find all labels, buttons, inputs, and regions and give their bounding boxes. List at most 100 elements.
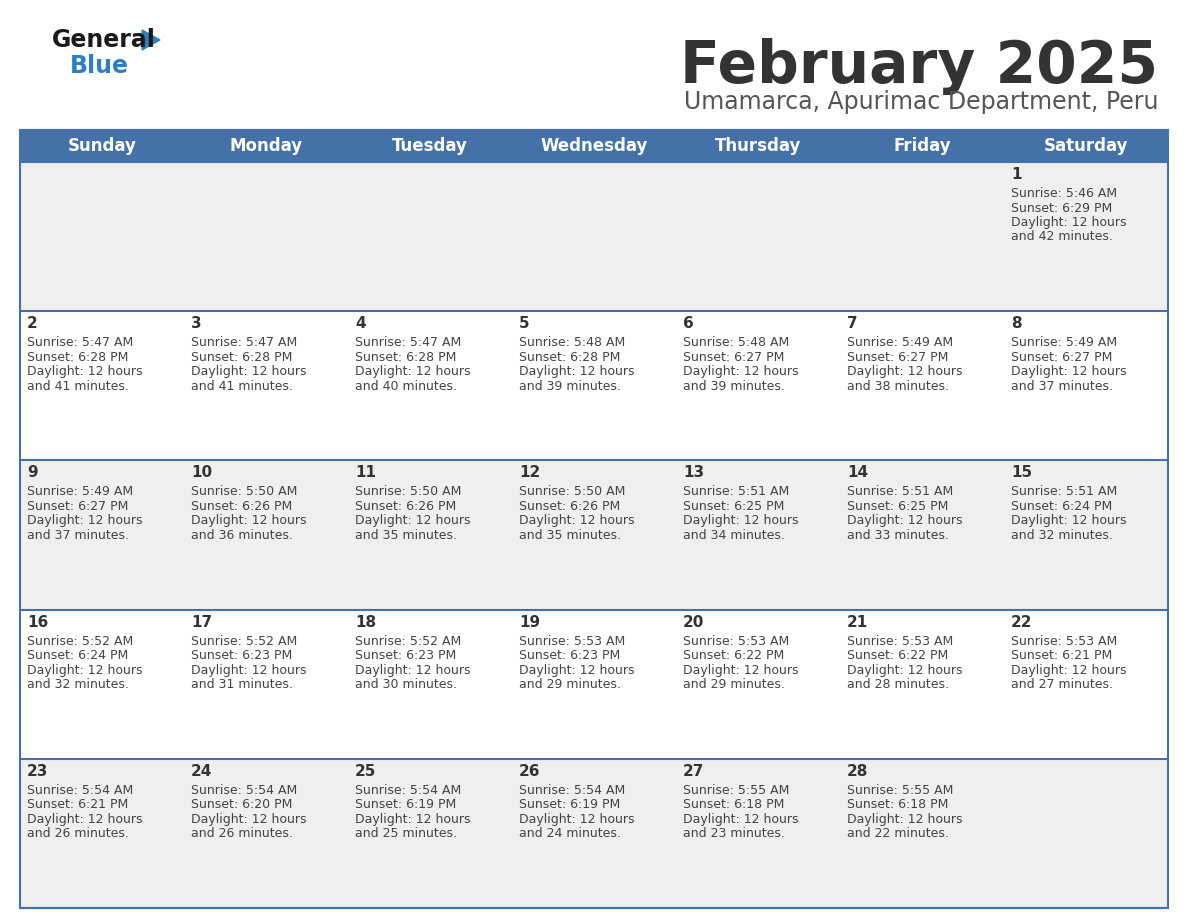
Text: and 25 minutes.: and 25 minutes. — [355, 827, 457, 840]
Text: 28: 28 — [847, 764, 868, 778]
Text: Sunrise: 5:46 AM: Sunrise: 5:46 AM — [1011, 187, 1117, 200]
Text: 15: 15 — [1011, 465, 1032, 480]
Text: and 28 minutes.: and 28 minutes. — [847, 678, 949, 691]
Text: Sunrise: 5:51 AM: Sunrise: 5:51 AM — [847, 486, 953, 498]
Text: Sunset: 6:27 PM: Sunset: 6:27 PM — [27, 500, 128, 513]
Text: and 33 minutes.: and 33 minutes. — [847, 529, 949, 542]
Text: Daylight: 12 hours: Daylight: 12 hours — [1011, 216, 1126, 229]
Text: Sunrise: 5:50 AM: Sunrise: 5:50 AM — [355, 486, 461, 498]
Text: Sunrise: 5:52 AM: Sunrise: 5:52 AM — [27, 634, 133, 647]
Text: Daylight: 12 hours: Daylight: 12 hours — [355, 365, 470, 378]
Text: 13: 13 — [683, 465, 704, 480]
Text: and 39 minutes.: and 39 minutes. — [519, 380, 621, 393]
Text: 26: 26 — [519, 764, 541, 778]
Text: Sunrise: 5:55 AM: Sunrise: 5:55 AM — [683, 784, 789, 797]
Text: Daylight: 12 hours: Daylight: 12 hours — [519, 812, 634, 826]
Text: 8: 8 — [1011, 316, 1022, 331]
Bar — [20, 461, 1168, 610]
Text: Sunset: 6:18 PM: Sunset: 6:18 PM — [683, 799, 784, 812]
Text: Sunset: 6:22 PM: Sunset: 6:22 PM — [683, 649, 784, 662]
Text: Monday: Monday — [229, 137, 303, 155]
Text: 18: 18 — [355, 614, 377, 630]
Text: Daylight: 12 hours: Daylight: 12 hours — [683, 664, 798, 677]
Text: Sunset: 6:23 PM: Sunset: 6:23 PM — [191, 649, 292, 662]
Text: Daylight: 12 hours: Daylight: 12 hours — [683, 514, 798, 528]
Text: and 26 minutes.: and 26 minutes. — [27, 827, 128, 840]
Text: Sunday: Sunday — [68, 137, 137, 155]
Text: Sunrise: 5:47 AM: Sunrise: 5:47 AM — [27, 336, 133, 349]
Text: and 35 minutes.: and 35 minutes. — [519, 529, 621, 542]
Text: Daylight: 12 hours: Daylight: 12 hours — [355, 664, 470, 677]
Text: Blue: Blue — [70, 54, 129, 78]
Text: Sunset: 6:26 PM: Sunset: 6:26 PM — [355, 500, 456, 513]
Text: Daylight: 12 hours: Daylight: 12 hours — [27, 664, 143, 677]
Text: 17: 17 — [191, 614, 213, 630]
Text: Sunrise: 5:48 AM: Sunrise: 5:48 AM — [519, 336, 625, 349]
Text: Sunrise: 5:54 AM: Sunrise: 5:54 AM — [355, 784, 461, 797]
Bar — [20, 759, 1168, 908]
Text: Sunrise: 5:49 AM: Sunrise: 5:49 AM — [27, 486, 133, 498]
Text: Daylight: 12 hours: Daylight: 12 hours — [27, 514, 143, 528]
Bar — [20, 162, 1168, 311]
Text: and 41 minutes.: and 41 minutes. — [191, 380, 293, 393]
Text: Sunrise: 5:55 AM: Sunrise: 5:55 AM — [847, 784, 954, 797]
Text: and 41 minutes.: and 41 minutes. — [27, 380, 128, 393]
Text: Daylight: 12 hours: Daylight: 12 hours — [847, 514, 962, 528]
Text: Sunset: 6:19 PM: Sunset: 6:19 PM — [355, 799, 456, 812]
Text: Daylight: 12 hours: Daylight: 12 hours — [1011, 514, 1126, 528]
Text: 22: 22 — [1011, 614, 1032, 630]
Text: Sunset: 6:25 PM: Sunset: 6:25 PM — [683, 500, 784, 513]
Text: 21: 21 — [847, 614, 868, 630]
Text: Saturday: Saturday — [1044, 137, 1129, 155]
Text: Sunset: 6:28 PM: Sunset: 6:28 PM — [191, 351, 292, 364]
Text: Sunset: 6:26 PM: Sunset: 6:26 PM — [191, 500, 292, 513]
Text: Sunset: 6:27 PM: Sunset: 6:27 PM — [683, 351, 784, 364]
Text: Sunrise: 5:50 AM: Sunrise: 5:50 AM — [191, 486, 297, 498]
Text: Sunset: 6:22 PM: Sunset: 6:22 PM — [847, 649, 948, 662]
Text: 12: 12 — [519, 465, 541, 480]
Text: 20: 20 — [683, 614, 704, 630]
Text: Sunrise: 5:50 AM: Sunrise: 5:50 AM — [519, 486, 625, 498]
Text: February 2025: February 2025 — [680, 38, 1158, 95]
Text: Sunrise: 5:49 AM: Sunrise: 5:49 AM — [1011, 336, 1117, 349]
Text: Sunrise: 5:53 AM: Sunrise: 5:53 AM — [847, 634, 953, 647]
Text: Daylight: 12 hours: Daylight: 12 hours — [27, 365, 143, 378]
Text: Sunset: 6:21 PM: Sunset: 6:21 PM — [27, 799, 128, 812]
Text: and 36 minutes.: and 36 minutes. — [191, 529, 293, 542]
Text: Sunset: 6:29 PM: Sunset: 6:29 PM — [1011, 201, 1112, 215]
Text: Sunset: 6:27 PM: Sunset: 6:27 PM — [847, 351, 948, 364]
Text: 16: 16 — [27, 614, 49, 630]
Text: Sunrise: 5:53 AM: Sunrise: 5:53 AM — [519, 634, 625, 647]
Text: Sunset: 6:23 PM: Sunset: 6:23 PM — [519, 649, 620, 662]
Text: Umamarca, Apurimac Department, Peru: Umamarca, Apurimac Department, Peru — [683, 90, 1158, 114]
Text: Sunrise: 5:47 AM: Sunrise: 5:47 AM — [355, 336, 461, 349]
Text: 3: 3 — [191, 316, 202, 331]
Text: Sunrise: 5:53 AM: Sunrise: 5:53 AM — [1011, 634, 1117, 647]
Text: 11: 11 — [355, 465, 375, 480]
Text: Sunset: 6:21 PM: Sunset: 6:21 PM — [1011, 649, 1112, 662]
Text: Sunrise: 5:53 AM: Sunrise: 5:53 AM — [683, 634, 789, 647]
Text: Sunset: 6:23 PM: Sunset: 6:23 PM — [355, 649, 456, 662]
Text: 23: 23 — [27, 764, 49, 778]
Text: Daylight: 12 hours: Daylight: 12 hours — [191, 812, 307, 826]
Text: and 38 minutes.: and 38 minutes. — [847, 380, 949, 393]
Bar — [20, 610, 1168, 759]
Text: and 40 minutes.: and 40 minutes. — [355, 380, 457, 393]
Text: Sunrise: 5:48 AM: Sunrise: 5:48 AM — [683, 336, 789, 349]
Text: Sunset: 6:24 PM: Sunset: 6:24 PM — [1011, 500, 1112, 513]
Text: Sunrise: 5:51 AM: Sunrise: 5:51 AM — [683, 486, 789, 498]
Text: 7: 7 — [847, 316, 858, 331]
Text: Daylight: 12 hours: Daylight: 12 hours — [191, 514, 307, 528]
Text: 27: 27 — [683, 764, 704, 778]
Text: General: General — [52, 28, 156, 52]
Text: Thursday: Thursday — [715, 137, 801, 155]
Text: 4: 4 — [355, 316, 366, 331]
Text: Daylight: 12 hours: Daylight: 12 hours — [191, 664, 307, 677]
Text: and 23 minutes.: and 23 minutes. — [683, 827, 785, 840]
Text: Sunrise: 5:49 AM: Sunrise: 5:49 AM — [847, 336, 953, 349]
Text: Daylight: 12 hours: Daylight: 12 hours — [847, 664, 962, 677]
Text: and 29 minutes.: and 29 minutes. — [519, 678, 621, 691]
Text: and 26 minutes.: and 26 minutes. — [191, 827, 293, 840]
Text: Sunset: 6:26 PM: Sunset: 6:26 PM — [519, 500, 620, 513]
Text: 1: 1 — [1011, 167, 1022, 182]
